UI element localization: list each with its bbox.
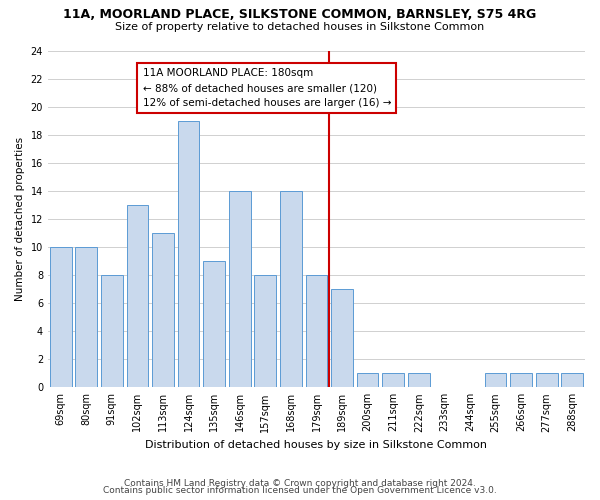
Text: 11A, MOORLAND PLACE, SILKSTONE COMMON, BARNSLEY, S75 4RG: 11A, MOORLAND PLACE, SILKSTONE COMMON, B… <box>64 8 536 20</box>
Bar <box>382 374 404 388</box>
Bar <box>101 276 123 388</box>
Y-axis label: Number of detached properties: Number of detached properties <box>15 138 25 302</box>
Text: Size of property relative to detached houses in Silkstone Common: Size of property relative to detached ho… <box>115 22 485 32</box>
Bar <box>408 374 430 388</box>
Text: Contains HM Land Registry data © Crown copyright and database right 2024.: Contains HM Land Registry data © Crown c… <box>124 478 476 488</box>
Bar <box>357 374 379 388</box>
Bar <box>50 248 71 388</box>
Bar <box>305 276 328 388</box>
Bar <box>152 234 174 388</box>
Bar <box>562 374 583 388</box>
Bar <box>280 192 302 388</box>
Bar <box>203 262 225 388</box>
Bar <box>178 122 199 388</box>
Bar <box>485 374 506 388</box>
Text: 11A MOORLAND PLACE: 180sqm
← 88% of detached houses are smaller (120)
12% of sem: 11A MOORLAND PLACE: 180sqm ← 88% of deta… <box>143 68 391 108</box>
Bar <box>536 374 557 388</box>
X-axis label: Distribution of detached houses by size in Silkstone Common: Distribution of detached houses by size … <box>145 440 487 450</box>
Bar <box>510 374 532 388</box>
Text: Contains public sector information licensed under the Open Government Licence v3: Contains public sector information licen… <box>103 486 497 495</box>
Bar <box>254 276 276 388</box>
Bar <box>127 206 148 388</box>
Bar <box>331 290 353 388</box>
Bar <box>76 248 97 388</box>
Bar <box>229 192 251 388</box>
